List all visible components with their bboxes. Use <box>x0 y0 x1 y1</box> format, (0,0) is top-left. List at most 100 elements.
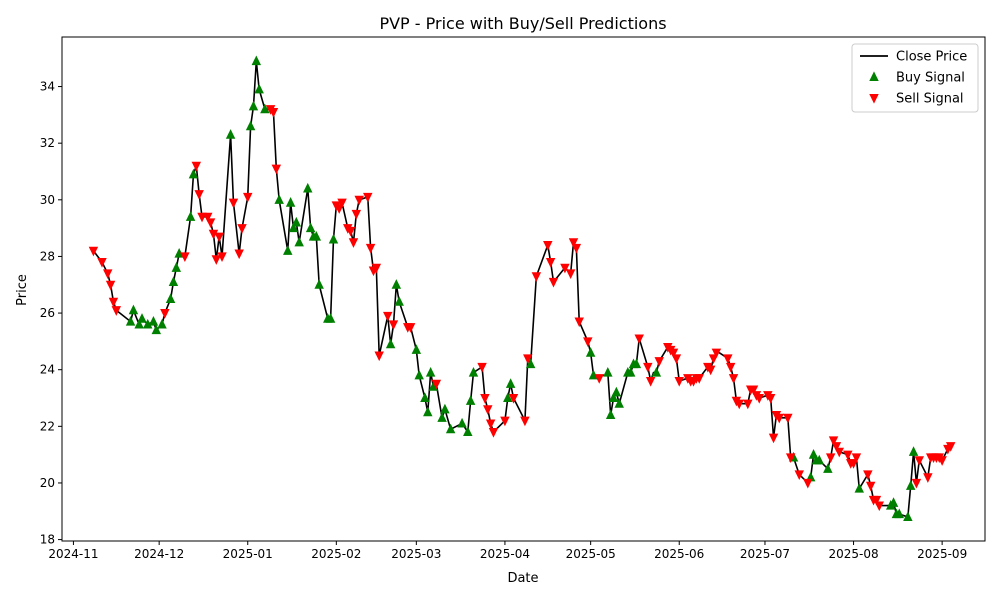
x-tick-label: 2025-07 <box>740 547 790 561</box>
sell-signal-marker <box>345 226 356 237</box>
sell-signal-marker <box>874 501 884 512</box>
y-tick-label: 32 <box>40 136 55 150</box>
sell-signal-marker <box>748 385 759 396</box>
buy-signal-marker <box>437 412 447 422</box>
sell-signal-marker <box>785 453 796 464</box>
sell-signal-marker <box>645 376 656 387</box>
sell-signal-marker <box>520 416 530 427</box>
sell-signal-marker <box>728 374 739 384</box>
legend-label: Sell Signal <box>896 92 964 107</box>
x-tick-label: 2025-06 <box>654 547 704 561</box>
x-tick-label: 2025-01 <box>223 547 273 561</box>
y-tick-label: 26 <box>40 306 55 320</box>
buy-signal-marker <box>283 245 293 255</box>
sell-signal-marker <box>914 456 925 466</box>
sell-signal-marker <box>531 272 542 282</box>
sell-signal-marker <box>545 258 556 268</box>
sell-signal-marker <box>825 453 836 464</box>
x-tick-label: 2025-02 <box>311 547 361 561</box>
buy-signal-marker <box>908 446 919 456</box>
buy-signal-marker <box>328 233 339 244</box>
sell-signal-marker <box>363 192 373 203</box>
buy-signal-marker <box>260 103 270 114</box>
sell-signal-marker <box>568 238 579 248</box>
buy-signal-marker <box>588 369 599 380</box>
buy-signal-marker <box>254 83 264 94</box>
sell-signal-marker <box>560 263 570 274</box>
y-tick-label: 22 <box>40 419 55 433</box>
sell-signal-marker <box>108 297 119 308</box>
buy-signal-marker <box>411 344 422 354</box>
y-axis-label: Price <box>15 274 30 306</box>
sell-signal-marker <box>234 249 244 260</box>
buy-signal-marker <box>314 279 324 289</box>
sell-signal-marker <box>831 442 842 452</box>
sell-signal-marker <box>783 413 793 424</box>
sell-signal-marker <box>851 453 862 464</box>
sell-signal-marker <box>945 442 956 452</box>
x-tick-label: 2025-09 <box>917 547 967 561</box>
sell-signal-marker <box>674 376 684 387</box>
sell-signal-marker <box>843 450 853 461</box>
sell-signal-marker <box>923 473 933 483</box>
sell-signal-marker <box>500 416 510 427</box>
legend-swatch-sell <box>869 93 879 104</box>
sell-signal-marker <box>205 218 216 229</box>
buy-signal-marker <box>274 194 284 204</box>
buy-signal-marker <box>888 497 899 507</box>
sell-signal-marker <box>654 357 664 367</box>
buy-signal-marker <box>168 276 179 286</box>
sell-signal-marker <box>774 413 784 424</box>
sell-signal-marker <box>668 348 679 359</box>
legend-entry-sell-signal: Sell Signal <box>869 92 964 107</box>
sell-signal-marker <box>337 198 347 209</box>
sell-signal-marker <box>405 323 416 333</box>
buy-signal-marker <box>611 386 622 397</box>
buy-signal-marker <box>420 392 430 403</box>
sell-signal-marker <box>937 456 947 466</box>
buy-signal-marker <box>903 511 913 521</box>
sell-signal-marker <box>694 374 704 384</box>
sell-signal-marker <box>634 334 644 345</box>
buy-signal-marker <box>188 168 199 179</box>
sell-signal-marker <box>565 269 576 280</box>
buy-signal-marker <box>423 406 433 417</box>
sell-signal-marker <box>594 374 604 384</box>
sell-signal-marker <box>194 190 204 200</box>
buy-signal-marker <box>245 120 256 131</box>
sell-signal-marker <box>765 393 776 404</box>
sell-signal-marker <box>734 399 744 410</box>
sell-signal-marker <box>828 436 839 447</box>
x-tick-label: 2025-03 <box>391 547 441 561</box>
buy-signal-marker <box>457 417 467 428</box>
sell-signal-marker <box>725 362 736 373</box>
y-tick-label: 20 <box>40 476 55 490</box>
x-axis-label: Date <box>507 571 538 586</box>
buy-signal-marker <box>305 222 316 233</box>
buy-signal-marker <box>165 293 176 303</box>
buy-signal-marker <box>625 366 636 377</box>
sell-signal-marker <box>743 399 753 410</box>
buy-signal-marker <box>137 313 147 323</box>
sell-signal-marker <box>711 348 722 359</box>
sell-signal-marker <box>523 354 533 364</box>
sell-signal-marker <box>208 229 219 240</box>
buy-signal-marker <box>125 315 136 326</box>
x-tick-label: 2025-05 <box>566 547 616 561</box>
buy-signal-marker <box>503 392 513 403</box>
sell-signal-marker <box>754 393 764 404</box>
sell-signal-marker <box>365 243 376 254</box>
sell-signal-marker <box>351 209 362 220</box>
sell-signal-marker <box>911 478 922 489</box>
chart-title: PVP - Price with Buy/Sell Predictions <box>379 14 666 33</box>
sell-signal-marker <box>214 232 224 243</box>
buy-signal-marker <box>605 409 616 420</box>
axes: 2024-11 2024-12 2025-01 2025-02 2025-03 2025-… <box>40 36 986 561</box>
buy-signal-marker <box>185 211 196 221</box>
buy-signal-marker <box>823 463 833 473</box>
sell-signal-marker <box>705 365 716 376</box>
axes-frame <box>61 36 986 542</box>
sell-signal-marker <box>871 495 882 506</box>
buy-signal-marker <box>585 347 596 357</box>
